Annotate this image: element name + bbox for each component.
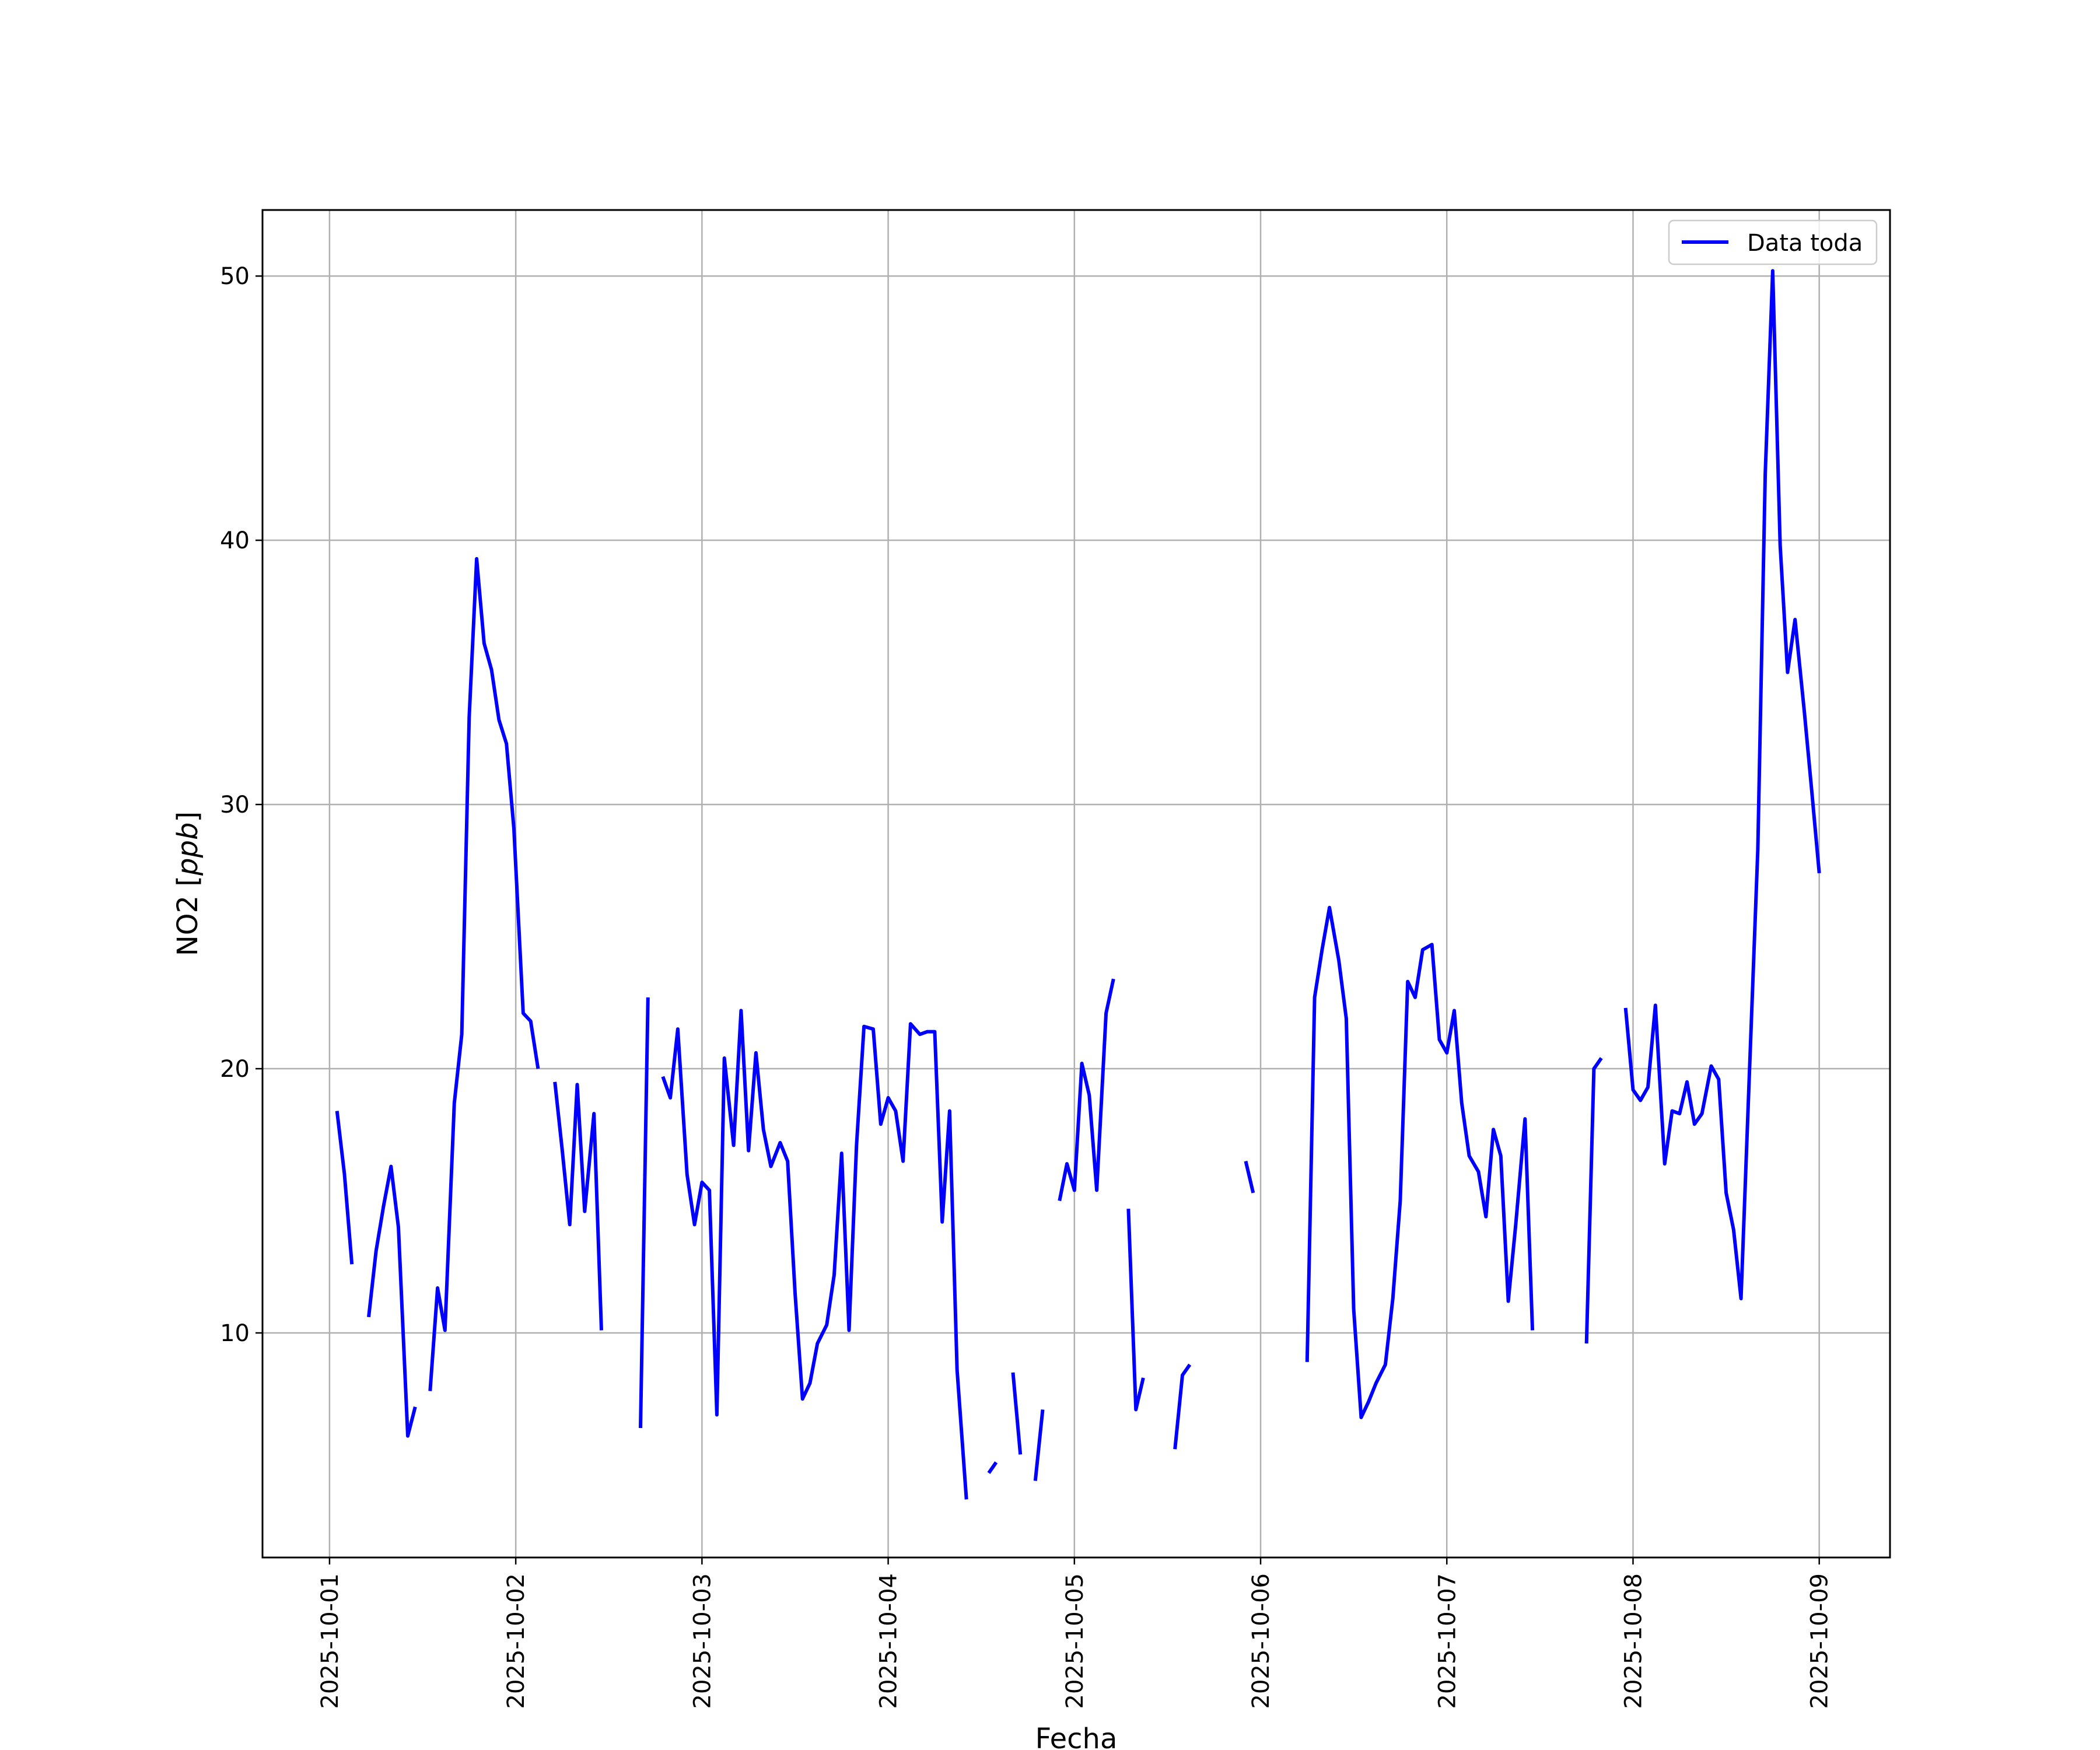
y-axis-label: NO2 [ppb] — [172, 811, 204, 956]
series-line-segment — [1173, 1363, 1192, 1450]
plot-frame — [261, 209, 1891, 1559]
series-line-segment — [987, 1461, 998, 1474]
x-tick-label: 2025-10-07 — [1434, 1573, 1461, 1709]
series-line-segment — [661, 1009, 968, 1500]
series-data-toda — [335, 269, 1821, 1500]
x-axis-label: Fecha — [1035, 1723, 1118, 1750]
x-tick-label: 2025-10-02 — [503, 1573, 530, 1709]
series-line-segment — [1244, 1160, 1255, 1194]
x-tick-label: 2025-10-06 — [1248, 1573, 1275, 1709]
y-tick-label: 30 — [220, 792, 250, 818]
x-tick-label: 2025-10-09 — [1807, 1573, 1833, 1709]
series-line-segment — [1623, 269, 1821, 1301]
series-line-segment — [1126, 1208, 1145, 1412]
series-line-segment — [1033, 1409, 1045, 1481]
y-tick-label: 40 — [220, 527, 250, 554]
series-line-segment — [553, 1082, 603, 1331]
series-line-segment — [428, 556, 540, 1391]
series-line-segment — [335, 1111, 354, 1265]
x-tick-label: 2025-10-05 — [1062, 1573, 1088, 1709]
x-tick-label: 2025-10-04 — [876, 1573, 902, 1709]
grid-lines — [262, 210, 1890, 1558]
series-line-segment — [1584, 1057, 1603, 1344]
series-line-segment — [1305, 905, 1535, 1419]
series-line-segment — [1011, 1372, 1023, 1455]
legend-label-data-toda: Data toda — [1747, 230, 1863, 257]
legend: Data toda — [1668, 219, 1878, 265]
y-tick-label: 20 — [220, 1056, 250, 1083]
x-tick-label: 2025-10-03 — [689, 1573, 716, 1709]
x-tick-label: 2025-10-08 — [1620, 1573, 1647, 1709]
series-line-segment — [639, 997, 650, 1429]
y-tick-label: 10 — [220, 1320, 250, 1347]
x-tick-label: 2025-10-01 — [317, 1573, 344, 1709]
y-tick-label: 50 — [220, 263, 250, 290]
series-line-segment — [1058, 978, 1115, 1202]
series-line-segment — [367, 1164, 417, 1438]
x-axis: 2025-10-01 2025-10-02 2025-10-03 2025-10-04… — [317, 1558, 1833, 1709]
y-axis: 10 20 30 40 50 — [220, 263, 262, 1347]
legend-box — [1668, 219, 1878, 265]
